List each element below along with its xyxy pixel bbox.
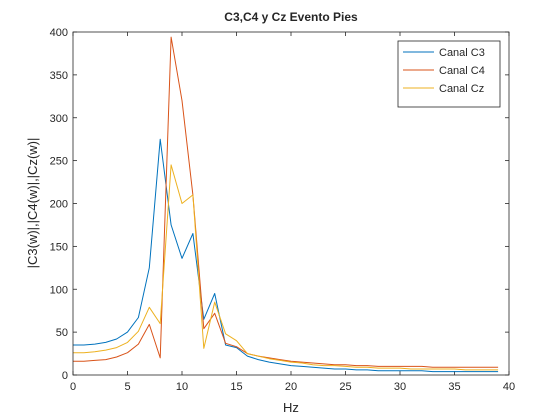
x-tick-label: 0 (70, 381, 76, 393)
series-line-canal-c3 (73, 138, 499, 373)
x-tick-label: 10 (176, 381, 188, 393)
axes-box (72, 31, 510, 376)
x-tick-label: 30 (394, 381, 406, 393)
x-tick-label: 40 (503, 381, 515, 393)
y-axis-ticks: 0 50 100 150 200 250 300 350 400 (50, 27, 509, 382)
x-axis-ticks: 0 5 10 15 20 25 30 35 40 (70, 32, 515, 393)
legend-label-canal-c4: Canal C4 (439, 65, 485, 77)
y-tick-label: 400 (50, 27, 68, 39)
y-tick-label: 150 (50, 241, 68, 253)
y-tick-label: 300 (50, 113, 68, 125)
y-tick-label: 100 (50, 284, 68, 296)
series-line-canal-c4 (73, 36, 499, 368)
y-tick-label: 250 (50, 156, 68, 168)
x-tick-label: 15 (230, 381, 242, 393)
x-axis-label: Hz (283, 400, 299, 415)
y-tick-label: 200 (50, 199, 68, 211)
x-tick-label: 5 (124, 381, 130, 393)
y-tick-label: 50 (56, 327, 68, 339)
y-tick-label: 350 (50, 70, 68, 82)
x-tick-label: 35 (448, 381, 460, 393)
legend: Canal C3 Canal C4 Canal Cz (397, 40, 501, 108)
legend-label-canal-cz: Canal Cz (439, 83, 484, 95)
series-lines (73, 36, 499, 373)
y-axis-label: |C3(w)|,|C4(w)|,|Cz(w)| (25, 138, 40, 269)
chart-title: C3,C4 y Cz Evento Pies (224, 10, 358, 24)
series-line-canal-cz (73, 164, 499, 371)
x-tick-label: 25 (339, 381, 351, 393)
x-tick-label: 20 (285, 381, 297, 393)
legend-label-canal-c3: Canal C3 (439, 47, 485, 59)
y-tick-label: 0 (62, 370, 68, 382)
